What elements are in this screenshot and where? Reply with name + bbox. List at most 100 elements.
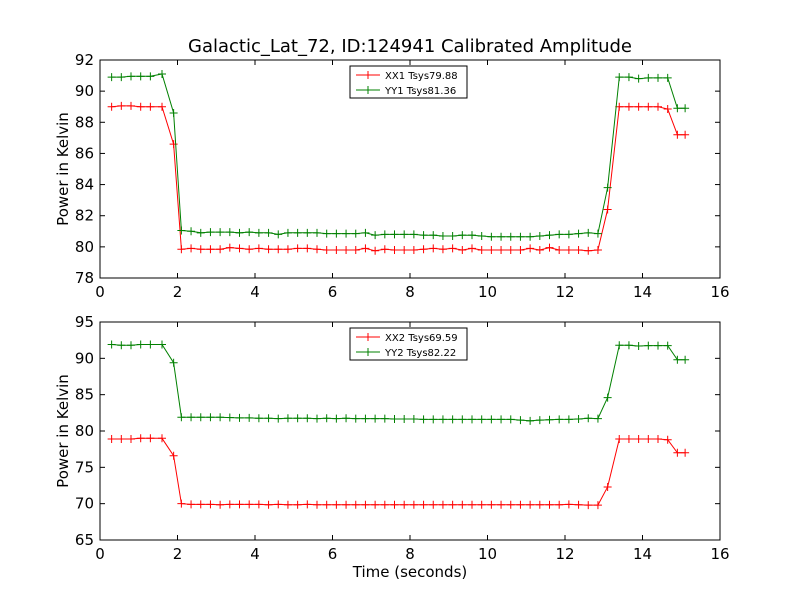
data-point — [361, 228, 370, 237]
legend-box — [349, 65, 468, 99]
data-point — [663, 73, 672, 82]
data-point — [516, 232, 525, 241]
data-point — [438, 245, 447, 254]
data-point — [419, 415, 428, 424]
data-point — [644, 434, 653, 443]
data-point — [487, 500, 496, 509]
data-point — [593, 245, 602, 254]
data-point — [380, 230, 389, 239]
data-point — [564, 500, 573, 509]
data-point — [468, 415, 476, 424]
data-point — [177, 226, 186, 235]
data-point — [448, 244, 457, 253]
data-point — [535, 500, 544, 509]
data-point — [274, 414, 283, 423]
data-point — [235, 500, 244, 509]
data-point — [526, 500, 535, 509]
data-point — [477, 245, 486, 254]
data-point — [274, 500, 283, 509]
data-point — [564, 245, 573, 254]
legend-label: XX1 Tsys79.88 — [385, 71, 458, 82]
data-point — [497, 245, 506, 254]
data-point — [206, 500, 215, 509]
data-point — [584, 246, 593, 255]
data-point — [158, 434, 166, 443]
data-point — [380, 245, 389, 254]
data-point — [303, 244, 312, 253]
data-point — [225, 413, 234, 422]
data-point — [146, 340, 155, 349]
data-point — [196, 413, 205, 422]
data-point — [293, 244, 302, 253]
data-point — [283, 414, 292, 423]
data-point — [673, 104, 682, 113]
data-point — [254, 244, 263, 253]
data-point — [136, 434, 145, 443]
data-point — [409, 415, 418, 424]
data-point — [196, 228, 205, 237]
data-point — [361, 244, 370, 253]
data-point — [400, 230, 409, 239]
data-point — [526, 244, 535, 253]
data-point — [458, 500, 467, 509]
data-point — [361, 500, 370, 509]
data-point — [555, 500, 564, 509]
legend-label: YY1 Tsys81.36 — [384, 86, 456, 97]
data-point — [526, 416, 535, 425]
legend-marker — [364, 71, 372, 79]
data-point — [487, 232, 496, 241]
data-point — [158, 102, 166, 111]
data-point — [303, 500, 312, 509]
data-point — [681, 355, 690, 364]
data-point — [429, 244, 438, 253]
data-point — [429, 500, 438, 509]
data-point — [158, 70, 166, 79]
bottom-panel: 0 2 4 6 8 10 12 14 16 65 70 75 80 85 90 95 Power in Kelv… — [54, 313, 730, 581]
data-point — [584, 414, 593, 423]
data-point — [535, 416, 544, 425]
data-point — [274, 245, 283, 254]
data-point — [187, 500, 196, 509]
data-point — [409, 245, 418, 254]
data-point — [400, 245, 409, 254]
data-point — [634, 74, 643, 83]
y-tick-label: 88 — [75, 113, 94, 131]
x-tick-label: 8 — [405, 545, 415, 563]
data-point — [264, 245, 273, 254]
data-point — [303, 414, 312, 423]
data-point — [603, 205, 612, 214]
data-point — [506, 500, 515, 509]
data-point — [400, 415, 409, 424]
data-point — [322, 229, 331, 238]
data-point — [127, 341, 135, 350]
data-point — [390, 245, 399, 254]
legend-box — [349, 327, 468, 361]
data-point — [634, 434, 643, 443]
data-point — [380, 500, 389, 509]
x-tick-label: 6 — [328, 283, 338, 301]
data-point — [342, 229, 351, 238]
data-point — [216, 245, 225, 254]
data-point — [545, 415, 554, 424]
data-point — [644, 102, 653, 111]
data-point — [313, 414, 321, 423]
data-point — [187, 413, 196, 422]
data-point — [351, 414, 360, 423]
data-point — [506, 232, 515, 241]
data-point — [117, 434, 126, 443]
data-point — [254, 228, 263, 237]
data-point — [584, 501, 593, 510]
data-point — [274, 230, 283, 239]
data-point — [555, 415, 564, 424]
data-point — [146, 72, 155, 81]
data-point — [332, 229, 341, 238]
data-point — [663, 105, 672, 114]
data-point — [342, 500, 351, 509]
data-point — [264, 500, 273, 509]
data-point — [332, 245, 341, 254]
data-point — [127, 72, 135, 81]
x-tick-label: 10 — [478, 283, 497, 301]
data-point — [584, 228, 593, 237]
data-point — [673, 355, 682, 364]
